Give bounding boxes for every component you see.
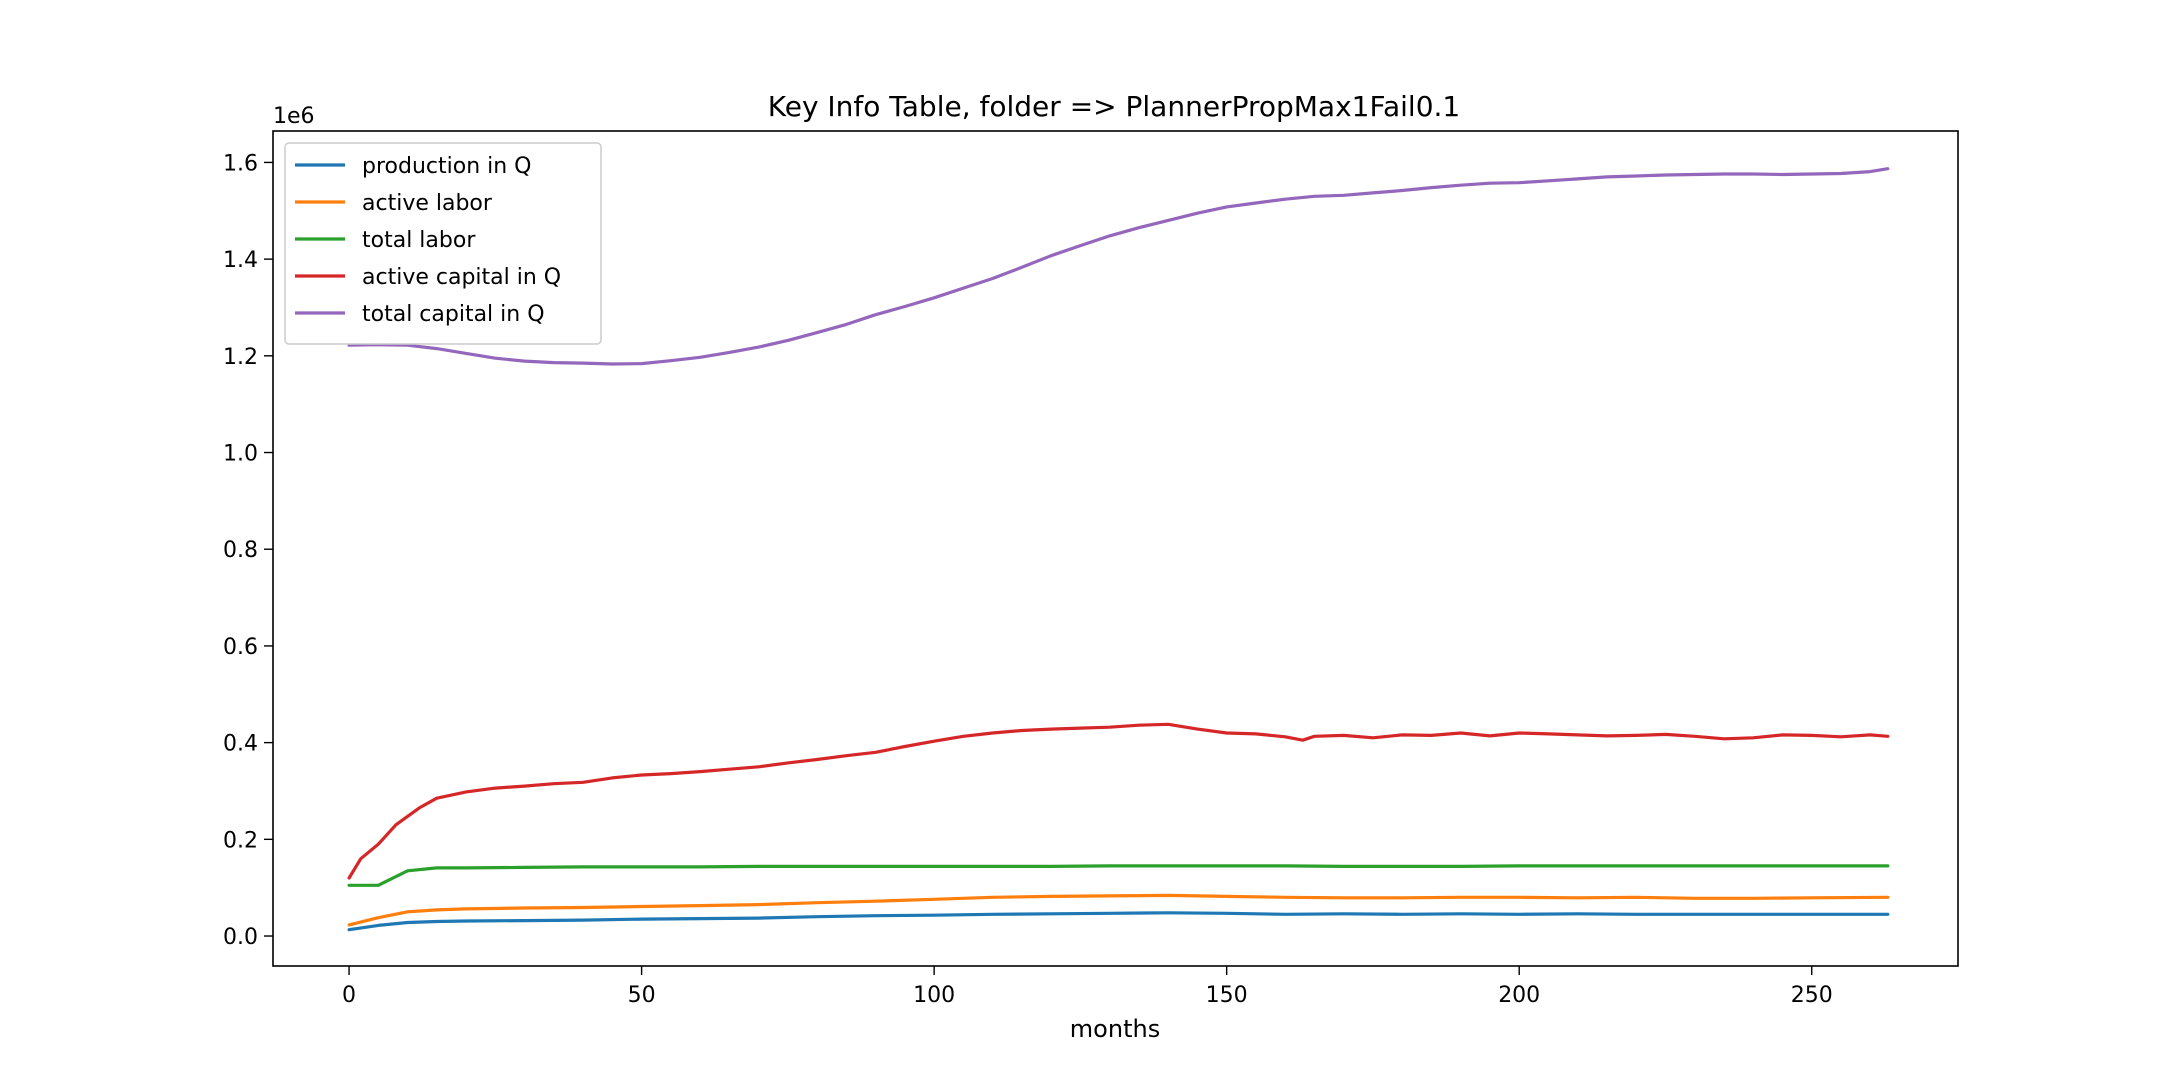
y-tick-label: 0.8: [223, 538, 258, 563]
legend-label: total capital in Q: [362, 302, 545, 327]
legend-label: active capital in Q: [362, 265, 561, 290]
y-tick-label: 1.2: [223, 345, 258, 370]
chart-title: Key Info Table, folder => PlannerPropMax…: [768, 90, 1461, 123]
y-tick-label: 0.2: [223, 828, 258, 853]
series-line-5: [347, 167, 1890, 366]
y-tick-label: 0.4: [223, 732, 258, 757]
legend-label: production in Q: [362, 154, 532, 179]
legend-label: active labor: [362, 191, 493, 216]
series-line-1: [347, 911, 1890, 932]
y-multiplier-label: 1e6: [273, 104, 315, 129]
x-tick-label: 50: [628, 983, 656, 1008]
x-tick-label: 200: [1498, 983, 1540, 1008]
y-tick-label: 1.0: [223, 442, 258, 467]
series-layer: [347, 167, 1890, 932]
x-tick-label: 0: [342, 983, 356, 1008]
y-axis-ticks: 0.0 0.2 0.4 0.6 0.8 1.0 1.2 1.4 1.6: [223, 151, 273, 950]
series-line-3: [347, 864, 1890, 887]
x-tick-label: 150: [1206, 983, 1248, 1008]
plot-frame: [272, 130, 1959, 967]
legend-box: [284, 142, 602, 345]
x-axis-title: months: [1070, 1015, 1160, 1043]
series-line-4: [347, 722, 1890, 880]
y-tick-label: 1.4: [223, 248, 258, 273]
legend-label: total labor: [362, 228, 476, 253]
y-tick-label: 0.6: [223, 635, 258, 660]
y-tick-label: 1.6: [223, 151, 258, 176]
x-tick-label: 100: [913, 983, 955, 1008]
x-tick-label: 250: [1791, 983, 1833, 1008]
y-tick-label: 0.0: [223, 925, 258, 950]
series-line-2: [347, 893, 1890, 927]
legend: production in Q active labor total labor ac…: [284, 142, 602, 345]
x-axis-ticks: 0 50 100 150 200 250: [342, 966, 1833, 1008]
